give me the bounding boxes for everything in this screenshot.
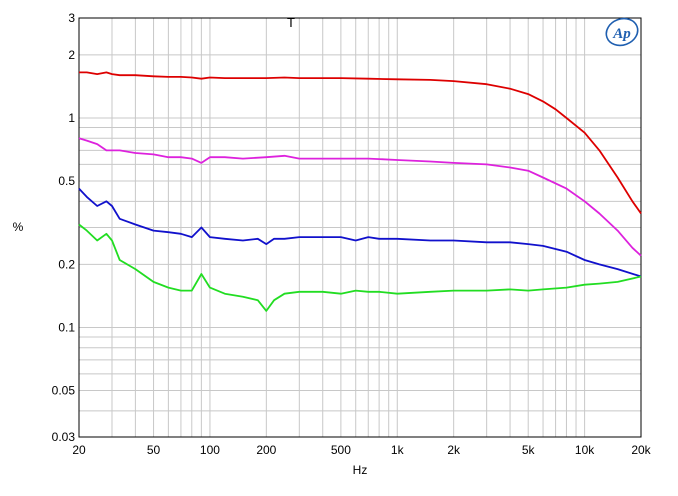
y-tick-label: 0.1 <box>58 320 75 334</box>
grid <box>79 18 641 437</box>
x-tick-label: 100 <box>200 443 220 457</box>
series-layer <box>78 71 642 312</box>
ap-logo-icon: Ap <box>605 17 639 47</box>
chart-title: T <box>287 15 295 30</box>
x-tick-label: 2k <box>447 443 461 457</box>
series-line-3 <box>78 187 642 278</box>
series-line-1 <box>79 71 642 215</box>
y-tick-label: 0.2 <box>58 257 75 271</box>
plot-frame <box>78 17 642 438</box>
svg-text:Ap: Ap <box>612 26 631 42</box>
x-tick-label: 5k <box>522 443 536 457</box>
x-tick-label: 20 <box>72 443 86 457</box>
y-tick-label: 0.5 <box>58 174 75 188</box>
y-tick-label: 0.03 <box>52 430 76 444</box>
x-tick-label: 200 <box>256 443 276 457</box>
y-tick-label: 3 <box>68 11 75 25</box>
x-tick-label: 500 <box>331 443 351 457</box>
y-axis-label: % <box>13 220 24 234</box>
x-tick-label: 20k <box>631 443 651 457</box>
x-tick-labels: 20 50 100 200 500 1k 2k 5k 10k 20k <box>72 443 651 457</box>
y-tick-label: 2 <box>68 48 75 62</box>
series-line-4 <box>78 223 642 312</box>
x-axis-label: Hz <box>353 463 368 477</box>
x-tick-label: 10k <box>575 443 595 457</box>
y-tick-labels: 3 2 1 0.5 0.2 0.1 0.05 0.03 <box>52 11 76 444</box>
x-tick-label: 1k <box>391 443 405 457</box>
y-tick-label: 0.05 <box>52 384 76 398</box>
y-tick-label: 1 <box>68 111 75 125</box>
x-tick-label: 50 <box>147 443 161 457</box>
series-line-2 <box>78 137 642 257</box>
